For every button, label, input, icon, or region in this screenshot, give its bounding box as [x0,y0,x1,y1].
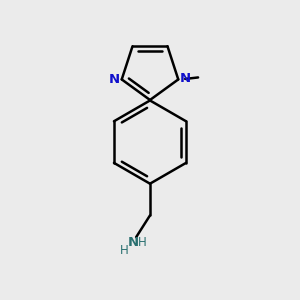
Text: N: N [109,73,120,86]
Text: H: H [138,236,146,249]
Text: N: N [128,236,139,249]
Text: H: H [120,244,129,256]
Text: N: N [180,72,191,85]
